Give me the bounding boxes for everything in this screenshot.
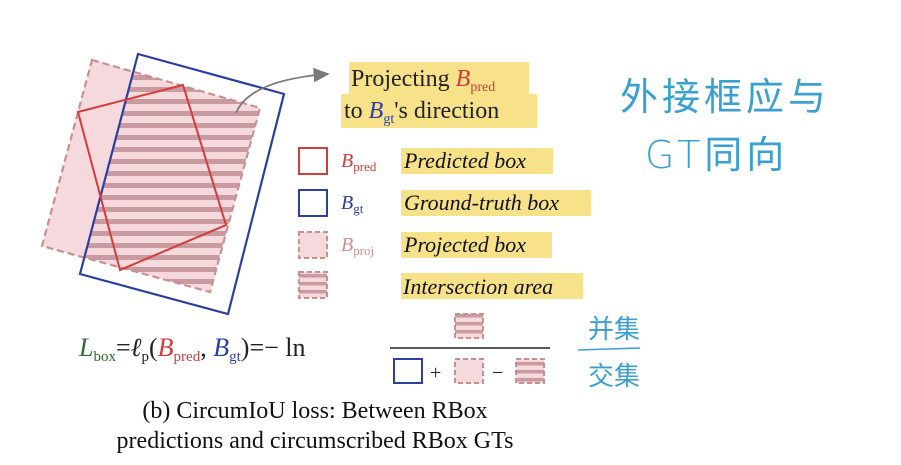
- caption-line2: predictions and circumscribed RBox GTs: [117, 428, 514, 454]
- legend-sub: gt: [353, 201, 364, 216]
- projected-box-outline: [40, 58, 262, 294]
- gt-box-icon: [298, 189, 328, 217]
- formula-open-paren: (: [149, 333, 158, 362]
- callout: Projecting Bpred to Bgt's direction: [341, 62, 537, 128]
- legend-label-intersection: Intersection area: [402, 274, 553, 299]
- intersection-icon: [298, 271, 328, 299]
- legend-sub: pred: [353, 159, 377, 174]
- legend: Bpred Predicted box Bgt Ground-truth box…: [298, 147, 591, 299]
- callout-line2-suffix: 's direction: [394, 98, 499, 124]
- callout-highlight-2: [341, 94, 537, 128]
- svg-text:Projecting Bpred: Projecting Bpred: [351, 66, 495, 95]
- formula-eq1: =: [116, 333, 131, 362]
- formula-B-pred: B: [158, 333, 174, 362]
- svg-text:Bproj: Bproj: [341, 234, 374, 258]
- formula-comma: ,: [200, 333, 207, 362]
- handwriting-note2-top: 并集: [588, 315, 640, 345]
- svg-text:Lbox=ℓp(Bpred, Bgt)=− ln: Lbox=ℓp(Bpred, Bgt)=− ln: [78, 333, 306, 365]
- denominator-minus: −: [492, 362, 503, 384]
- caption: (b) CircumIoU loss: Between RBox predict…: [117, 398, 514, 454]
- legend-label-highlight: [401, 273, 583, 299]
- legend-symbol: B: [341, 150, 353, 172]
- legend-label-predicted: Predicted box: [403, 148, 526, 173]
- handwriting-note2-bottom: 交集: [588, 362, 640, 392]
- svg-text:to Bgt's direction: to Bgt's direction: [344, 98, 499, 127]
- formula-close-paren: ): [241, 333, 250, 362]
- legend-label-highlight: [401, 190, 591, 216]
- legend-sub: proj: [353, 243, 374, 258]
- formula-L-sub: box: [93, 349, 116, 365]
- numerator-intersection-icon: [454, 313, 484, 339]
- pred-box: [76, 83, 228, 272]
- legend-symbol: B: [341, 192, 353, 214]
- callout-highlight-1: [349, 62, 529, 96]
- handwriting-note1-line1: 外接框应与: [620, 75, 830, 119]
- handwriting-fraction-line: [577, 347, 641, 351]
- handwritten-notes: 外接框应与 GT同向 并集 交集: [577, 75, 830, 392]
- callout-line2-sub: gt: [383, 112, 394, 127]
- formula-L: L: [78, 333, 93, 362]
- legend-symbol: B: [341, 234, 353, 256]
- box-diagram: [40, 52, 330, 316]
- formula-B-gt: B: [213, 333, 229, 362]
- caption-line1: (b) CircumIoU loss: Between RBox: [142, 398, 487, 424]
- formula-ell-sub: p: [141, 349, 149, 365]
- legend-label-highlight: [401, 232, 552, 258]
- pred-box-icon: [298, 147, 328, 175]
- handwriting-note1-line2: GT同向: [645, 133, 788, 177]
- callout-arrow: [235, 67, 330, 114]
- legend-label-highlight: [401, 148, 553, 174]
- callout-line2-prefix: to: [344, 98, 369, 124]
- formula-minus-ln: − ln: [264, 333, 305, 362]
- callout-line2-B: B: [369, 98, 384, 124]
- loss-formula: Lbox=ℓp(Bpred, Bgt)=− ln + −: [78, 313, 550, 384]
- gt-box: [78, 52, 286, 316]
- callout-line1-sub: pred: [470, 80, 495, 95]
- formula-ell: ℓ: [131, 333, 142, 362]
- denominator-plus: +: [430, 362, 441, 384]
- formula-eq2: =: [249, 333, 264, 362]
- denominator-intersection-icon: [515, 358, 545, 384]
- formula-B-gt-sub: gt: [229, 349, 242, 365]
- proj-box-icon: [298, 231, 328, 259]
- svg-text:Bgt: Bgt: [341, 192, 364, 216]
- formula-B-pred-sub: pred: [174, 349, 201, 365]
- legend-label-ground-truth: Ground-truth box: [404, 190, 559, 215]
- legend-label-projected: Projected box: [403, 232, 526, 257]
- callout-line1-B: B: [456, 66, 471, 92]
- denominator-gt-icon: [393, 358, 423, 384]
- svg-text:Bpred: Bpred: [341, 150, 377, 174]
- callout-line1-prefix: Projecting: [351, 66, 456, 92]
- denominator-proj-icon: [454, 358, 484, 384]
